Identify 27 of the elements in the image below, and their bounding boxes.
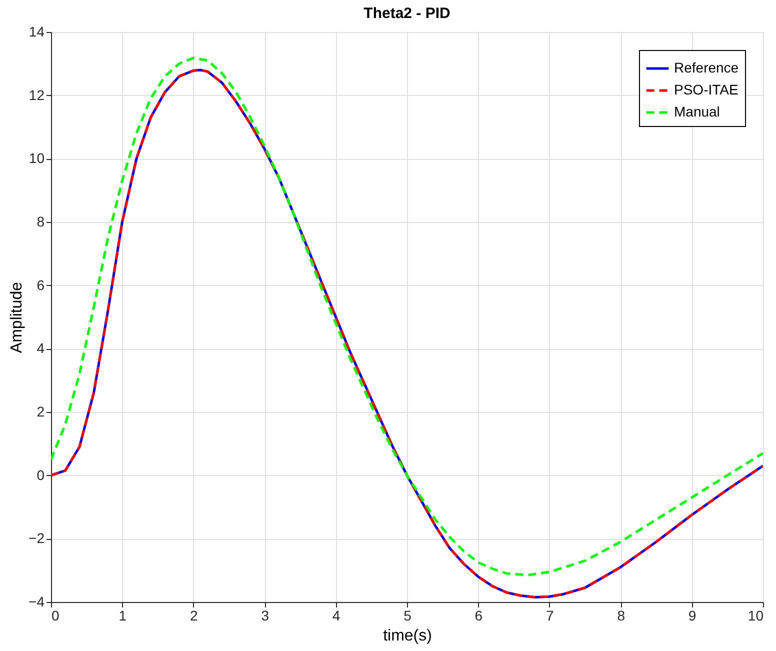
legend-label: Reference [674,60,739,76]
y-tick-label: 0 [36,466,45,483]
x-tick-label: 6 [474,608,483,624]
chart-title: Theta2 - PID [364,5,451,22]
x-tick-label: 2 [190,608,198,624]
x-tick-label: 5 [404,608,412,624]
y-tick-label: 14 [28,24,45,40]
y-axis-title: Amplitude [8,282,26,354]
y-tick-label: 8 [36,214,45,230]
y-tick-label: −4 [28,594,45,610]
x-tick-label: 1 [118,608,127,624]
x-tick-label: 0 [52,608,60,624]
x-tick-label: 4 [332,608,340,624]
y-tick-label: 4 [36,340,45,356]
legend-label: PSO-ITAE [674,82,738,98]
x-tick-label: 8 [617,608,626,624]
x-tick-label: 9 [688,608,696,624]
x-axis-title: time(s) [383,628,432,644]
x-tick-label: 10 [748,608,764,624]
x-tick-label: 3 [261,608,270,624]
y-tick-label: 10 [28,150,45,166]
y-tick-label: 12 [28,86,45,103]
y-tick-label: −2 [28,530,45,546]
y-tick-label: 6 [36,276,45,293]
legend-label: Manual [674,104,720,120]
y-tick-label: 2 [36,404,45,420]
x-tick-label: 7 [546,608,554,624]
